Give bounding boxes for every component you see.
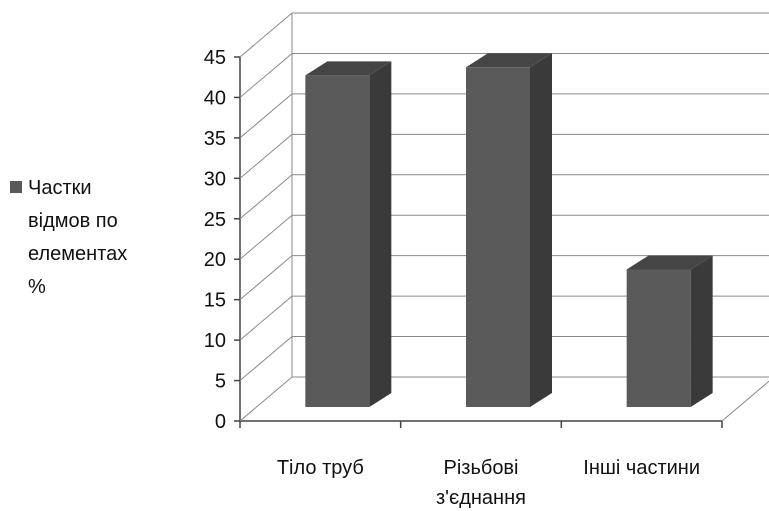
- chart-walls: [239, 13, 769, 422]
- side-wall-gridline: [239, 255, 293, 301]
- x-category-label: Тіло труб: [277, 457, 364, 479]
- y-tick-label: 40: [204, 87, 226, 109]
- x-category-label: Різьбові: [443, 457, 518, 479]
- y-tick-label: 15: [204, 290, 226, 312]
- side-wall-gridline: [239, 336, 293, 381]
- side-wall-gridline: [239, 53, 293, 98]
- bar: [466, 53, 552, 408]
- y-tick-label: 10: [204, 330, 226, 352]
- y-tick-label: 45: [204, 47, 226, 69]
- bar-front-face: [466, 67, 530, 408]
- side-wall-gridline: [239, 295, 293, 341]
- y-tick-label: 20: [204, 249, 226, 271]
- bar-front-face: [626, 269, 691, 407]
- legend-swatch: [10, 181, 22, 193]
- x-category-label: Інші частини: [583, 457, 700, 479]
- bar-top-face: [626, 255, 713, 270]
- side-wall-gridline: [239, 174, 293, 220]
- y-tick-label: 35: [204, 128, 226, 150]
- legend-line: Частки: [28, 177, 92, 199]
- y-tick-label: 30: [204, 168, 226, 190]
- x-axis-labels: Тіло труб Різьбові з'єднання Інші частини: [277, 457, 700, 509]
- bar-side-face: [530, 53, 552, 408]
- x-category-label: з'єднання: [436, 487, 526, 509]
- legend-label: Частки відмов по елементах %: [28, 172, 127, 304]
- legend: Частки відмов по елементах %: [10, 172, 170, 304]
- side-wall-gridline: [239, 376, 293, 422]
- legend-line: елементах: [28, 243, 128, 265]
- y-axis-ticks: 0 5 10 15 20 25 30 35 40 45: [204, 47, 723, 433]
- y-tick-label: 25: [204, 209, 226, 231]
- bars: [305, 53, 713, 408]
- bar: [305, 61, 392, 407]
- floor-right-edge: [721, 380, 769, 422]
- side-wall-gridline: [239, 12, 293, 58]
- bar-top-face: [466, 53, 552, 68]
- legend-line: відмов по: [28, 210, 118, 232]
- bar-side-face: [369, 61, 392, 407]
- bar-side-face: [690, 255, 713, 407]
- y-tick-label: 0: [215, 411, 226, 433]
- bar-front-face: [305, 75, 370, 407]
- side-wall-gridline: [239, 93, 293, 139]
- legend-line: %: [28, 276, 46, 298]
- bar: [626, 255, 713, 407]
- bar-top-face: [305, 61, 392, 76]
- side-wall-gridline: [239, 133, 293, 179]
- side-wall-gridline: [239, 214, 293, 260]
- y-tick-label: 5: [215, 371, 226, 393]
